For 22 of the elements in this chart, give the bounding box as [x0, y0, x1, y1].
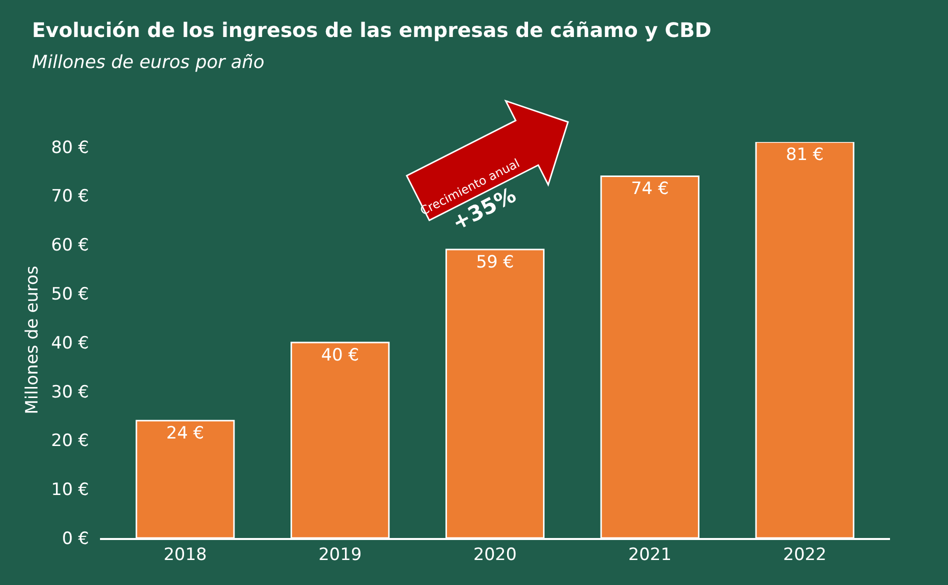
- y-tick-label: 50 €: [51, 284, 89, 305]
- x-tick-label: 2018: [164, 545, 207, 566]
- y-tick-label: 20 €: [51, 431, 89, 452]
- data-label: 74 €: [630, 179, 669, 200]
- data-label: 81 €: [786, 145, 824, 165]
- chart-subtitle: Millones de euros por año: [32, 52, 264, 73]
- x-tick-label: 2019: [318, 545, 362, 566]
- data-label: 40 €: [321, 345, 360, 366]
- y-tick-label: 60 €: [51, 236, 89, 256]
- y-tick-label: 0 €: [62, 528, 89, 549]
- x-tick-label: 2022: [783, 545, 826, 566]
- y-tick-label: 80 €: [51, 138, 89, 158]
- chart-title: Evolución de los ingresos de las empresas de cáñamo y CBD: [32, 18, 712, 42]
- y-tick-label: 40 €: [51, 333, 89, 354]
- data-label: 59 €: [476, 252, 514, 273]
- y-axis-title: Millones de euros: [22, 266, 43, 414]
- x-tick-label: 2020: [473, 545, 517, 566]
- y-tick-label: 30 €: [51, 382, 89, 402]
- data-label: 24 €: [166, 424, 204, 444]
- y-tick-label: 10 €: [51, 480, 89, 500]
- y-tick-label: 70 €: [51, 186, 89, 207]
- x-tick-label: 2021: [628, 545, 672, 566]
